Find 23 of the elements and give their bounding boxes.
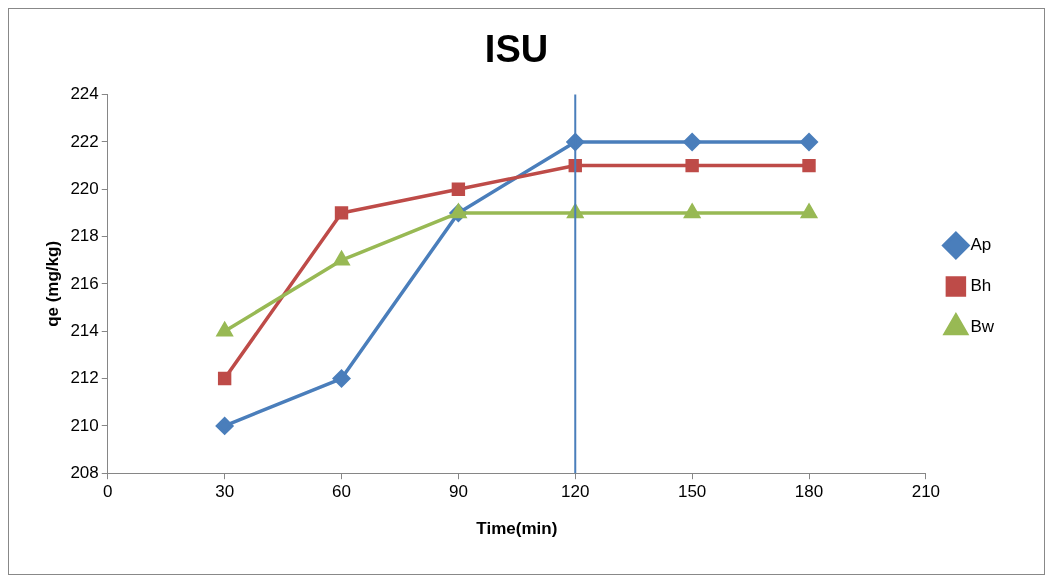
y-tick-label: 214 [70, 320, 99, 340]
y-tick-label: 210 [70, 415, 99, 435]
x-tick-label: 0 [103, 482, 113, 502]
y-tick-label: 224 [70, 84, 99, 104]
y-tick-label: 218 [70, 226, 99, 246]
y-axis-title: qe (mg/kg) [42, 240, 62, 327]
x-tick-label: 90 [448, 482, 468, 502]
legend-label: Ap [970, 235, 992, 255]
y-tick-label: 212 [70, 368, 99, 388]
y-tick-label: 222 [70, 131, 99, 151]
x-tick-label: 180 [794, 482, 824, 502]
y-tick-label: 220 [70, 178, 99, 198]
x-axis-title: Time(min) [476, 519, 558, 539]
legend-label: Bh [970, 276, 992, 296]
legend-label: Bw [970, 317, 995, 337]
x-tick-label: 60 [332, 482, 351, 502]
y-tick-label: 208 [70, 462, 99, 482]
x-tick-label: 30 [215, 482, 235, 502]
x-tick-label: 150 [677, 482, 707, 502]
chart-title: ISU [484, 28, 549, 71]
x-tick-label: 210 [911, 482, 941, 502]
x-tick-label: 120 [561, 482, 590, 502]
y-tick-label: 216 [70, 273, 99, 293]
